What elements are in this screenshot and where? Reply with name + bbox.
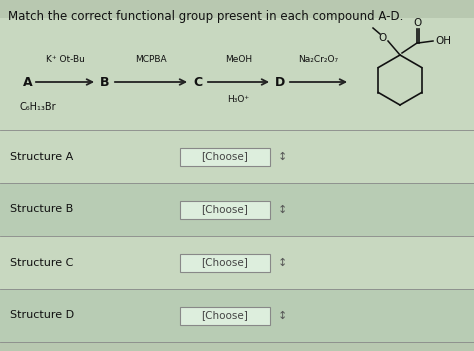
Text: ↕: ↕	[277, 152, 287, 161]
Bar	[180, 253, 270, 272]
Text: K⁺ Ot-Bu: K⁺ Ot-Bu	[46, 55, 84, 64]
Bar	[0, 130, 474, 183]
Text: O: O	[379, 33, 387, 43]
Bar	[0, 289, 474, 342]
Text: Structure A: Structure A	[10, 152, 73, 161]
Text: Structure D: Structure D	[10, 311, 74, 320]
Text: A: A	[23, 75, 33, 88]
Text: ↕: ↕	[277, 205, 287, 214]
Text: [Choose]: [Choose]	[201, 258, 248, 267]
Text: OH: OH	[435, 36, 451, 46]
Text: D: D	[275, 75, 285, 88]
Text: C: C	[193, 75, 202, 88]
Text: MeOH: MeOH	[225, 55, 252, 64]
Text: O: O	[414, 18, 422, 28]
Text: Na₂Cr₂O₇: Na₂Cr₂O₇	[299, 55, 338, 64]
Bar	[180, 306, 270, 325]
Text: C₆H₁₃Br: C₆H₁₃Br	[20, 102, 56, 112]
Text: Structure C: Structure C	[10, 258, 73, 267]
Text: [Choose]: [Choose]	[201, 311, 248, 320]
Text: Structure B: Structure B	[10, 205, 73, 214]
Text: ↕: ↕	[277, 258, 287, 267]
Bar	[180, 200, 270, 219]
Text: MCPBA: MCPBA	[135, 55, 167, 64]
Bar	[0, 236, 474, 289]
Bar	[0, 18, 474, 130]
Text: Match the correct functional group present in each compound A-D.: Match the correct functional group prese…	[8, 10, 403, 23]
Text: ↕: ↕	[277, 311, 287, 320]
Bar	[180, 147, 270, 166]
Bar	[0, 183, 474, 236]
Text: [Choose]: [Choose]	[201, 205, 248, 214]
Text: [Choose]: [Choose]	[201, 152, 248, 161]
Text: B: B	[100, 75, 110, 88]
Text: H₃O⁺: H₃O⁺	[228, 95, 250, 104]
